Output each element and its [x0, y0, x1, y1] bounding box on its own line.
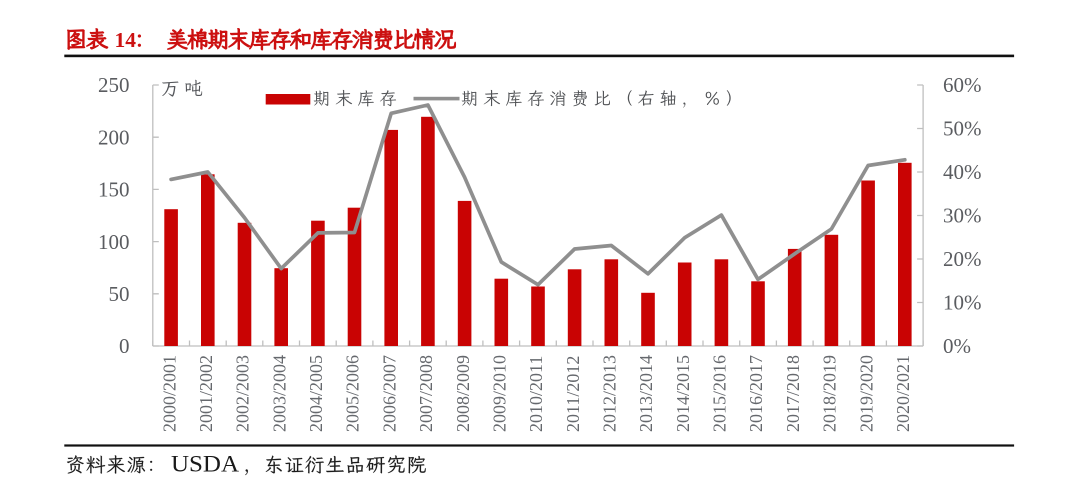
- svg-text:2002/2003: 2002/2003: [233, 355, 253, 432]
- svg-text:2008/2009: 2008/2009: [453, 355, 473, 432]
- svg-text:2000/2001: 2000/2001: [159, 355, 179, 432]
- svg-text:200: 200: [98, 125, 130, 149]
- svg-text:50: 50: [109, 282, 130, 306]
- svg-text:14: 14: [115, 28, 137, 52]
- svg-text:2006/2007: 2006/2007: [379, 355, 399, 432]
- svg-text:60%: 60%: [943, 73, 982, 97]
- svg-text:30%: 30%: [943, 204, 982, 228]
- svg-text:2007/2008: 2007/2008: [416, 355, 436, 432]
- svg-text:20%: 20%: [943, 247, 982, 271]
- svg-text:40%: 40%: [943, 160, 982, 184]
- svg-text:2011/2012: 2011/2012: [563, 356, 583, 432]
- svg-text:50%: 50%: [943, 117, 982, 141]
- svg-text:2014/2015: 2014/2015: [673, 355, 693, 432]
- svg-text:2016/2017: 2016/2017: [746, 355, 766, 432]
- svg-text:2013/2014: 2013/2014: [636, 355, 656, 432]
- svg-text:2020/2021: 2020/2021: [893, 355, 913, 432]
- svg-text:2012/2013: 2012/2013: [600, 355, 620, 432]
- svg-text:10%: 10%: [943, 291, 982, 315]
- svg-text:2001/2002: 2001/2002: [196, 355, 216, 432]
- svg-text:250: 250: [98, 73, 130, 97]
- svg-text:2009/2010: 2009/2010: [490, 355, 510, 432]
- svg-text:150: 150: [98, 178, 130, 202]
- svg-text:100: 100: [98, 230, 130, 254]
- svg-text:2015/2016: 2015/2016: [710, 355, 730, 432]
- svg-text:2017/2018: 2017/2018: [783, 355, 803, 432]
- svg-text:0: 0: [119, 334, 130, 358]
- svg-text:2019/2020: 2019/2020: [856, 355, 876, 432]
- svg-text:2005/2006: 2005/2006: [343, 355, 363, 432]
- svg-text:USDA: USDA: [171, 452, 239, 477]
- svg-text:2004/2005: 2004/2005: [306, 355, 326, 432]
- svg-text:2003/2004: 2003/2004: [269, 355, 289, 432]
- svg-text:2018/2019: 2018/2019: [820, 355, 840, 432]
- svg-text:0%: 0%: [943, 334, 971, 358]
- svg-text:2010/2011: 2010/2011: [526, 356, 546, 432]
